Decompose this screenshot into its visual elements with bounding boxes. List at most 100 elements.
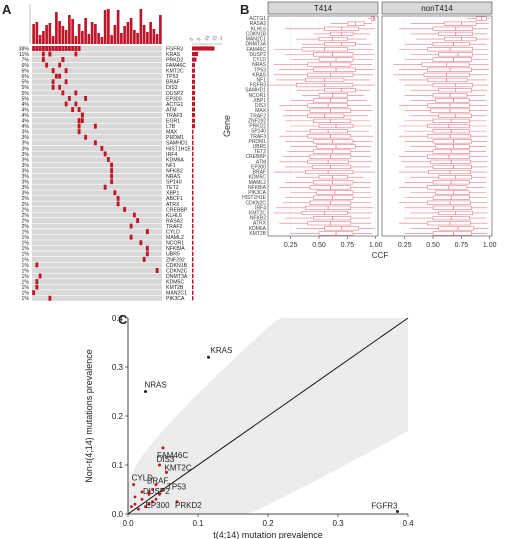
box-iqr bbox=[475, 16, 487, 21]
gene-percentage-label: 1% bbox=[22, 230, 30, 236]
sample-bar bbox=[159, 15, 162, 44]
mutation-cell bbox=[100, 145, 104, 151]
gene-label: KMT2B bbox=[166, 285, 184, 291]
gene-count-bar bbox=[192, 96, 195, 101]
gene-count-bar bbox=[192, 279, 194, 284]
y-tick-label: 0.2 bbox=[112, 412, 124, 421]
gene-row-bg bbox=[32, 262, 162, 268]
gene-count-bar bbox=[192, 107, 195, 112]
sample-bar bbox=[152, 29, 156, 44]
sample-bar bbox=[42, 31, 45, 44]
sample-bar bbox=[68, 15, 71, 44]
gene-label: SAMHD1 bbox=[245, 88, 266, 94]
gene-label: ACTG1 bbox=[166, 102, 183, 108]
mutation-cell bbox=[41, 57, 45, 63]
sample-bar bbox=[142, 25, 146, 44]
gene-count-bar bbox=[192, 179, 194, 184]
sample-bar bbox=[87, 34, 91, 44]
gene-label: KMT2B bbox=[249, 231, 266, 237]
gene-count-bar bbox=[192, 240, 194, 245]
gene-label: FGFR3 bbox=[166, 46, 183, 52]
box-iqr bbox=[432, 82, 474, 88]
gene-row-bg bbox=[32, 290, 162, 296]
sample-bar bbox=[146, 32, 149, 44]
gene-row-bg bbox=[32, 140, 162, 146]
box-iqr bbox=[313, 52, 354, 57]
box-iqr bbox=[313, 195, 354, 200]
point-label: FAM46C bbox=[157, 451, 188, 460]
box-iqr bbox=[307, 62, 352, 67]
box-iqr bbox=[427, 221, 471, 226]
gene-percentage-label: 2% bbox=[22, 207, 30, 213]
sample-bar bbox=[51, 36, 55, 44]
gene-count-bar bbox=[192, 118, 195, 123]
labeled-data-point bbox=[161, 488, 165, 491]
gene-row-bg bbox=[32, 245, 162, 251]
gene-row-bg bbox=[32, 46, 162, 51]
box-iqr bbox=[428, 169, 471, 175]
sample-bar bbox=[155, 34, 159, 44]
x-tick-label: 0.75 bbox=[455, 242, 469, 249]
mutation-cell bbox=[77, 123, 81, 129]
mutation-cell bbox=[38, 46, 42, 51]
gene-count-bar bbox=[192, 90, 195, 95]
gene-count-bar bbox=[192, 63, 195, 68]
mutation-cell bbox=[51, 84, 55, 90]
gene-percentage-label: 5% bbox=[22, 96, 30, 102]
gene-count-bar bbox=[192, 157, 194, 162]
box-iqr bbox=[324, 42, 356, 47]
mutation-cell bbox=[61, 90, 65, 96]
x-axis-title: CCF bbox=[372, 251, 389, 260]
gene-count-bar bbox=[192, 262, 194, 267]
x-tick-label: 0.50 bbox=[312, 242, 326, 249]
gene-label: CYLD bbox=[253, 57, 267, 63]
sample-bar bbox=[126, 22, 130, 44]
mutation-cell bbox=[116, 195, 120, 201]
labeled-data-point bbox=[144, 390, 147, 393]
gene-label: DUSP2 bbox=[166, 91, 183, 97]
sample-bar bbox=[84, 18, 87, 44]
sample-bar bbox=[90, 22, 94, 44]
gene-count-bar bbox=[192, 124, 195, 129]
gene-percentage-label: 1% bbox=[22, 296, 30, 302]
gene-count-bar bbox=[192, 46, 215, 51]
gene-percentage-label: 6% bbox=[22, 69, 30, 75]
gene-percentage-label: 1% bbox=[22, 268, 30, 274]
gene-label: TRAF3 bbox=[250, 134, 266, 140]
gene-percentage-label: 3% bbox=[22, 146, 30, 152]
mutation-cell bbox=[35, 284, 39, 290]
gene-percentage-label: 1% bbox=[22, 291, 30, 297]
gene-label: KRAS bbox=[166, 52, 181, 58]
gene-label: KDM6A bbox=[166, 157, 184, 163]
sample-bar bbox=[74, 36, 78, 44]
side-axis-tick: 15 bbox=[211, 34, 218, 41]
gene-label: PIK3CA bbox=[166, 296, 185, 302]
box-iqr bbox=[434, 98, 470, 103]
data-point bbox=[147, 502, 151, 506]
box-iqr bbox=[313, 149, 352, 154]
gene-label: XBP1 bbox=[253, 98, 266, 104]
gene-count-bar bbox=[192, 129, 194, 134]
sample-bar bbox=[113, 25, 117, 44]
gene-label: KDM5C bbox=[248, 175, 266, 181]
point-label: KMT2C bbox=[165, 463, 192, 472]
gene-label: NFKB2 bbox=[250, 216, 266, 222]
point-label: FGFR3 bbox=[371, 502, 398, 511]
point-label: NRAS bbox=[145, 381, 167, 390]
mutation-cell bbox=[110, 162, 114, 168]
gene-row-bg bbox=[32, 90, 162, 96]
mutation-cell bbox=[71, 107, 75, 112]
mutation-cell bbox=[80, 118, 84, 124]
gene-label: NCOR1 bbox=[248, 93, 266, 99]
gene-label: CDKN2C bbox=[166, 268, 188, 274]
gene-percentage-label: 3% bbox=[22, 191, 30, 197]
gene-row-bg bbox=[32, 84, 162, 90]
gene-percentage-label: 3% bbox=[22, 157, 30, 163]
labeled-data-point bbox=[207, 355, 210, 359]
gene-label: MAN2C1 bbox=[166, 291, 187, 297]
labeled-data-point bbox=[175, 500, 179, 504]
data-point bbox=[130, 505, 133, 509]
oncoplot-chart: 38% FGFR3 11% KRAS 7% PRKD2 6% FAM46C 6% KMT2C 6% T… bbox=[19, 4, 222, 302]
gene-row-bg bbox=[32, 201, 162, 207]
gene-percentage-label: 1% bbox=[22, 235, 30, 241]
